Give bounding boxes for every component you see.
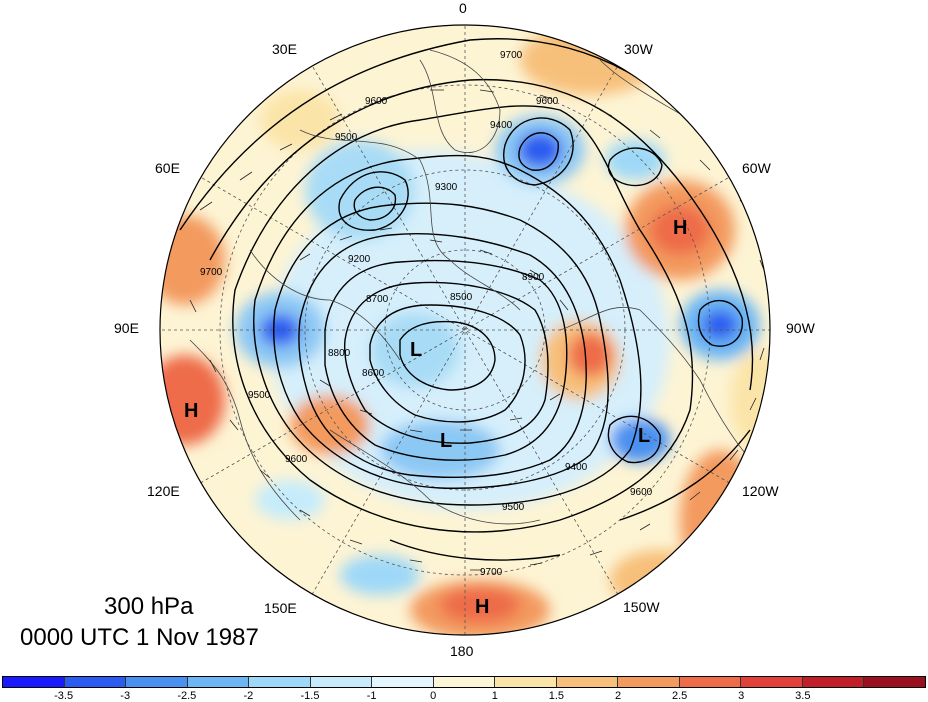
colorbar-tick-label: -3.5 xyxy=(54,690,74,702)
lon-label-150w: 150W xyxy=(623,599,660,615)
contour-label: 9600 xyxy=(285,454,308,465)
contour-label: 9500 xyxy=(248,390,271,401)
high-pressure-marker: H xyxy=(673,217,688,239)
contour-label: 8800 xyxy=(328,348,351,359)
colorbar-segment xyxy=(556,677,619,687)
contour-labels: 9700 9600 9500 9400 9300 9200 8900 8800 … xyxy=(200,50,653,578)
colorbar-segment xyxy=(741,677,803,687)
colorbar-segment xyxy=(802,677,865,687)
contour-label: 9200 xyxy=(348,254,371,265)
lon-label-30w: 30W xyxy=(624,41,653,57)
contour-label: 8700 xyxy=(366,294,389,305)
map-boundary xyxy=(159,24,771,636)
colorbar-tick-label: 3.5 xyxy=(795,690,811,702)
colorbar-tick-label: 1.5 xyxy=(548,690,565,702)
colorbar-tick-label: 2.5 xyxy=(671,690,688,702)
colorbar-tick-label: 2 xyxy=(614,690,622,702)
contour-label: 9400 xyxy=(565,462,588,473)
colorbar-tick-label: -1 xyxy=(366,690,377,702)
colorbar-tick-label: -3 xyxy=(120,690,131,702)
colorbar-labels: -3.5 -3 -2.5 -2 -1.5 -1 0 1 1.5 2 2.5 3 3.5 xyxy=(2,690,926,702)
colorbar-tick-label: -2 xyxy=(243,690,254,702)
contour-label: 9700 xyxy=(200,267,223,278)
colorbar-segment xyxy=(495,677,557,687)
contour-label: 9500 xyxy=(335,132,358,143)
colorbar-tick-label: 3 xyxy=(738,690,745,702)
colorbar-segment xyxy=(126,677,188,687)
low-pressure-marker: L xyxy=(440,430,453,452)
datetime-title: 0000 UTC 1 Nov 1987 xyxy=(20,624,259,651)
contour-label: 9600 xyxy=(536,96,559,107)
lon-label-180: 180 xyxy=(450,643,474,659)
lon-label-0: 0 xyxy=(459,0,467,16)
lon-label-90w: 90W xyxy=(786,320,815,336)
lon-label-30e: 30E xyxy=(272,41,297,57)
colorbar-segment xyxy=(3,677,65,687)
colorbar-segment xyxy=(679,677,742,687)
contour-label: 9700 xyxy=(480,567,503,578)
contour-label: 8500 xyxy=(450,292,473,303)
colorbar-segment xyxy=(433,677,496,687)
lon-label-120e: 120E xyxy=(147,483,180,499)
colorbar-segment xyxy=(864,677,925,687)
colorbar-segment xyxy=(310,677,373,687)
height-contours xyxy=(179,38,761,561)
colorbar-tick-label: 1 xyxy=(491,690,498,702)
contour-label: 9600 xyxy=(365,96,388,107)
coastlines xyxy=(189,49,770,525)
lon-label-90e: 90E xyxy=(114,320,139,336)
lon-label-60e: 60E xyxy=(155,160,180,176)
colorbar-segment xyxy=(618,677,680,687)
colorbar-segment xyxy=(64,677,127,687)
contour-label: 8600 xyxy=(362,368,385,379)
colorbar-segment xyxy=(372,677,434,687)
contour-label: 9300 xyxy=(435,182,458,193)
colorbar-tick-label: 0 xyxy=(430,690,437,702)
contour-label: 8900 xyxy=(522,272,545,283)
low-pressure-marker: L xyxy=(638,425,651,447)
pressure-level-title: 300 hPa xyxy=(104,593,194,620)
colorbar-segment xyxy=(249,677,311,687)
contour-label: 9700 xyxy=(500,50,523,61)
high-pressure-marker: H xyxy=(184,400,199,422)
low-pressure-marker: L xyxy=(410,339,423,361)
colorbar-segment xyxy=(187,677,250,687)
lon-label-120w: 120W xyxy=(742,483,779,499)
colorbar xyxy=(2,676,926,688)
graticule xyxy=(160,25,770,635)
lon-label-150e: 150E xyxy=(264,600,297,616)
contour-label: 9400 xyxy=(490,120,513,131)
colorbar-tick-label: -1.5 xyxy=(300,690,320,702)
contour-label: 9500 xyxy=(502,502,525,513)
map-disk: 9700 9600 9500 9400 9300 9200 8900 8800 … xyxy=(160,25,770,635)
colorbar-tick-label: -2.5 xyxy=(177,690,197,702)
lon-label-60w: 60W xyxy=(742,160,771,176)
contour-label: 9600 xyxy=(630,487,653,498)
high-pressure-marker: H xyxy=(475,596,490,618)
